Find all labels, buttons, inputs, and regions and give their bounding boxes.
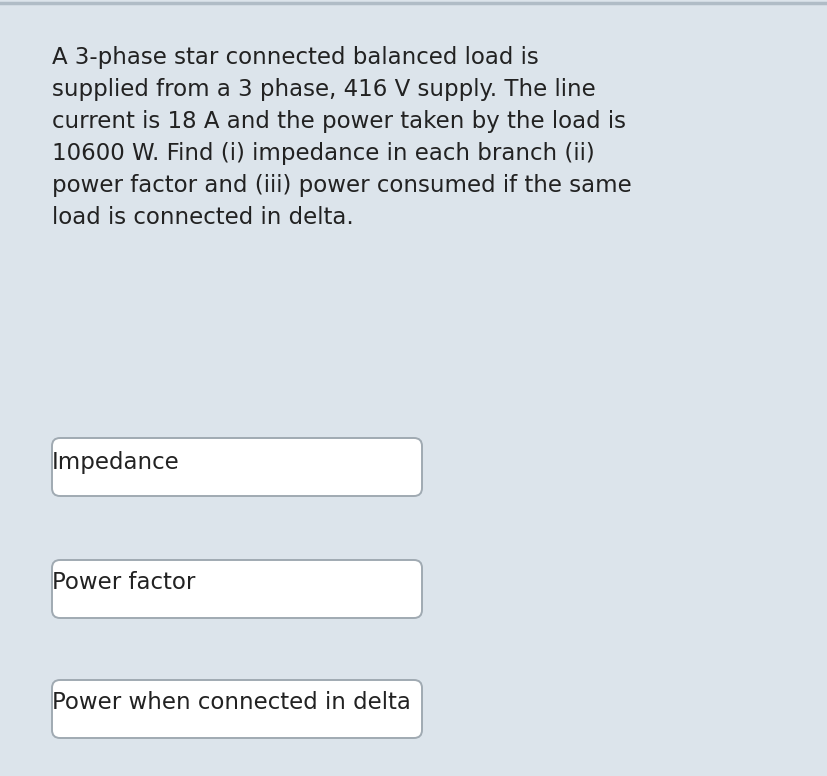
- FancyBboxPatch shape: [52, 680, 422, 738]
- FancyBboxPatch shape: [52, 560, 422, 618]
- Text: Impedance: Impedance: [52, 451, 179, 474]
- Text: Power when connected in delta: Power when connected in delta: [52, 691, 410, 714]
- Text: Power factor: Power factor: [52, 571, 195, 594]
- Text: A 3-phase star connected balanced load is
supplied from a 3 phase, 416 V supply.: A 3-phase star connected balanced load i…: [52, 46, 631, 229]
- FancyBboxPatch shape: [52, 438, 422, 496]
